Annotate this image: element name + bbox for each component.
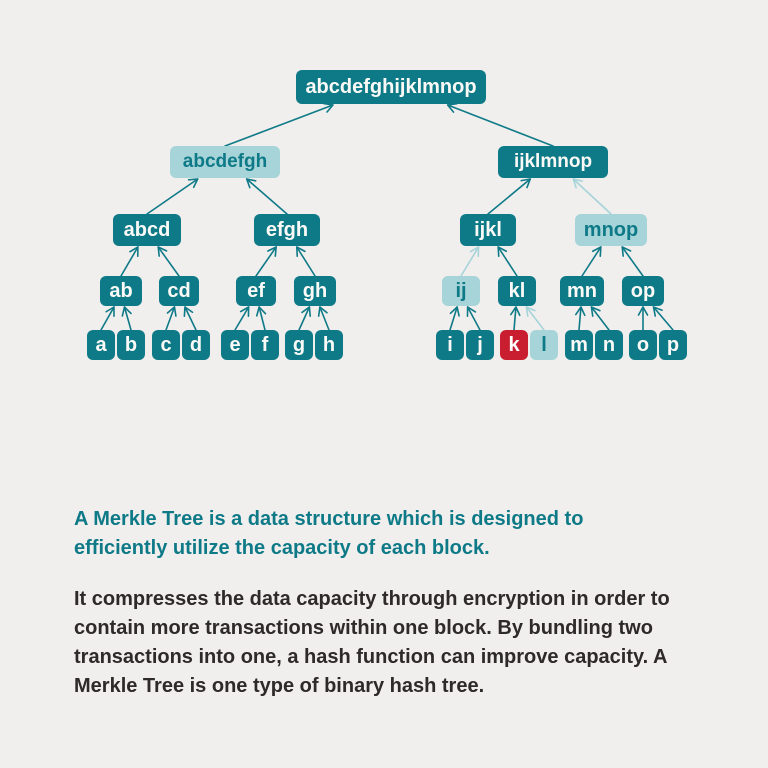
tree-node-label: cd bbox=[167, 280, 190, 303]
tree-node-label: mn bbox=[567, 280, 597, 303]
tree-node-k: k bbox=[500, 330, 528, 360]
tree-node-label: ijkl bbox=[474, 219, 502, 242]
tree-edge-o-to-op bbox=[639, 307, 648, 330]
tree-node-label: i bbox=[447, 334, 453, 357]
tree-edge-j-to-ij bbox=[467, 307, 480, 330]
tree-node-label: mnop bbox=[584, 219, 638, 242]
tree-edge-l-to-kl bbox=[526, 307, 544, 330]
tree-node-e: e bbox=[221, 330, 249, 360]
tree-node-label: a bbox=[95, 334, 106, 357]
body-text: It compresses the data capacity through … bbox=[74, 585, 694, 701]
tree-node-label: o bbox=[637, 334, 649, 357]
tree-node-j: j bbox=[466, 330, 494, 360]
tree-node-label: ab bbox=[109, 280, 132, 303]
tree-edge-ij-to-ijkl bbox=[461, 247, 479, 276]
tree-edge-p-to-op bbox=[654, 307, 674, 330]
tree-node-p: p bbox=[659, 330, 687, 360]
tree-node-i: i bbox=[436, 330, 464, 360]
tree-node-ef: ef bbox=[236, 276, 276, 306]
tree-node-label: m bbox=[570, 334, 588, 357]
tree-node-label: e bbox=[229, 334, 240, 357]
tree-node-ij: ij bbox=[442, 276, 480, 306]
tree-node-n: n bbox=[595, 330, 623, 360]
tree-node-h: h bbox=[315, 330, 343, 360]
tree-node-label: d bbox=[190, 334, 202, 357]
tree-node-abcd: abcd bbox=[113, 214, 181, 246]
tree-edge-mnop-to-ijklmnop bbox=[573, 179, 611, 214]
tree-edge-abcdefgh-to-root bbox=[225, 104, 333, 146]
tree-node-gh: gh bbox=[294, 276, 336, 306]
tree-node-c: c bbox=[152, 330, 180, 360]
tree-node-label: ij bbox=[455, 280, 466, 303]
tree-node-kl: kl bbox=[498, 276, 536, 306]
tree-edge-k-to-kl bbox=[511, 307, 520, 330]
tree-node-ijklmnop: ijklmnop bbox=[498, 146, 608, 178]
tree-node-f: f bbox=[251, 330, 279, 360]
tree-node-cd: cd bbox=[159, 276, 199, 306]
tree-node-label: c bbox=[160, 334, 171, 357]
tree-edge-ab-to-abcd bbox=[121, 247, 138, 276]
tree-node-ab: ab bbox=[100, 276, 142, 306]
tree-edge-c-to-cd bbox=[166, 307, 176, 330]
tree-node-label: l bbox=[541, 334, 547, 357]
tree-node-label: p bbox=[667, 334, 679, 357]
tree-node-label: ijklmnop bbox=[514, 151, 592, 173]
tree-edge-abcd-to-abcdefgh bbox=[147, 179, 198, 214]
tree-node-l: l bbox=[530, 330, 558, 360]
tree-node-label: n bbox=[603, 334, 615, 357]
tree-edge-a-to-ab bbox=[101, 307, 114, 330]
tree-edge-efgh-to-abcdefgh bbox=[247, 179, 287, 214]
tree-node-label: abcdefgh bbox=[183, 151, 267, 173]
tree-edge-ijklmnop-to-root bbox=[448, 104, 553, 146]
tree-node-label: ef bbox=[247, 280, 265, 303]
tree-node-op: op bbox=[622, 276, 664, 306]
tree-edge-d-to-cd bbox=[184, 307, 196, 330]
tree-node-label: abcd bbox=[124, 219, 171, 242]
tree-edge-b-to-ab bbox=[122, 307, 131, 330]
tree-node-label: op bbox=[631, 280, 655, 303]
tree-edge-m-to-mn bbox=[576, 307, 585, 330]
tree-edge-g-to-gh bbox=[299, 307, 310, 330]
tree-edge-ijkl-to-ijklmnop bbox=[488, 179, 530, 214]
tree-node-mnop: mnop bbox=[575, 214, 647, 246]
tree-edge-ef-to-efgh bbox=[256, 247, 276, 276]
tree-node-b: b bbox=[117, 330, 145, 360]
tree-edge-gh-to-efgh bbox=[297, 247, 315, 276]
tree-node-efgh: efgh bbox=[254, 214, 320, 246]
tree-node-label: efgh bbox=[266, 219, 308, 242]
tree-edge-op-to-mnop bbox=[622, 247, 643, 276]
tree-node-label: kl bbox=[509, 280, 526, 303]
tree-node-label: gh bbox=[303, 280, 327, 303]
tree-node-d: d bbox=[182, 330, 210, 360]
tree-node-label: abcdefghijklmnop bbox=[305, 76, 476, 99]
tree-edge-e-to-ef bbox=[235, 307, 249, 330]
tree-node-abcdefgh: abcdefgh bbox=[170, 146, 280, 178]
tree-node-label: k bbox=[508, 334, 519, 357]
tree-node-root: abcdefghijklmnop bbox=[296, 70, 486, 104]
tree-edge-cd-to-abcd bbox=[158, 247, 179, 276]
tree-node-label: j bbox=[477, 334, 483, 357]
tree-node-label: g bbox=[293, 334, 305, 357]
tree-node-ijkl: ijkl bbox=[460, 214, 516, 246]
tree-node-g: g bbox=[285, 330, 313, 360]
tree-node-label: b bbox=[125, 334, 137, 357]
merkle-tree-diagram: abcdefghijklmnopabcdefghijklmnopabcdefgh… bbox=[0, 0, 768, 768]
tree-node-label: f bbox=[262, 334, 269, 357]
tree-node-mn: mn bbox=[560, 276, 604, 306]
tree-edge-i-to-ij bbox=[450, 307, 459, 330]
heading-text: A Merkle Tree is a data structure which … bbox=[74, 505, 674, 563]
tree-edge-kl-to-ijkl bbox=[498, 247, 517, 276]
tree-edge-n-to-mn bbox=[591, 307, 609, 330]
tree-node-label: h bbox=[323, 334, 335, 357]
tree-edge-mn-to-mnop bbox=[582, 247, 601, 276]
tree-node-o: o bbox=[629, 330, 657, 360]
tree-edge-h-to-gh bbox=[319, 307, 329, 330]
tree-edge-f-to-ef bbox=[257, 307, 266, 330]
tree-node-a: a bbox=[87, 330, 115, 360]
tree-node-m: m bbox=[565, 330, 593, 360]
